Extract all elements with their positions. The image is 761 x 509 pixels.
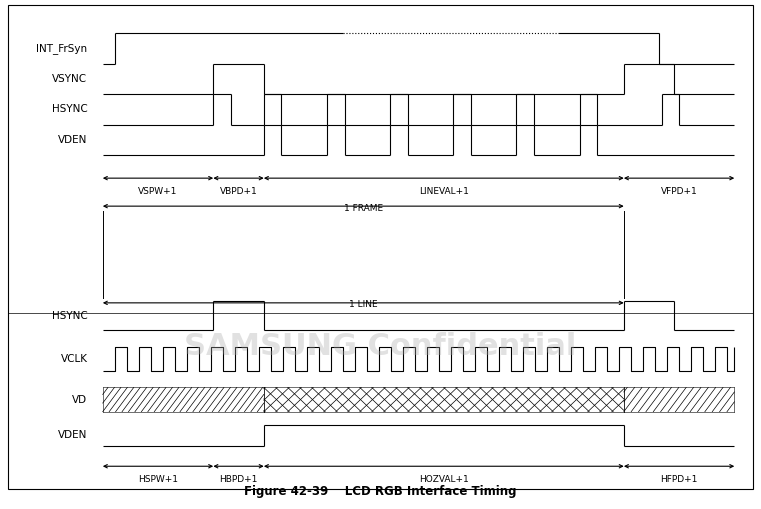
Text: VFPD+1: VFPD+1	[661, 187, 698, 196]
Text: HSPW+1: HSPW+1	[138, 475, 178, 485]
Text: VCLK: VCLK	[61, 354, 88, 364]
Text: HSYNC: HSYNC	[52, 310, 88, 321]
Text: HBPD+1: HBPD+1	[219, 475, 258, 485]
Text: VDEN: VDEN	[58, 430, 88, 440]
Text: HFPD+1: HFPD+1	[661, 475, 698, 485]
Text: VDEN: VDEN	[58, 135, 88, 145]
Text: INT_FrSyn: INT_FrSyn	[37, 43, 88, 54]
Text: VSPW+1: VSPW+1	[139, 187, 177, 196]
Text: LINEVAL+1: LINEVAL+1	[419, 187, 469, 196]
Text: Figure 42-39    LCD RGB Interface Timing: Figure 42-39 LCD RGB Interface Timing	[244, 485, 517, 498]
Text: SAMSUNG Confidential: SAMSUNG Confidential	[184, 332, 577, 360]
Text: VSYNC: VSYNC	[53, 74, 88, 84]
Text: 1 FRAME: 1 FRAME	[344, 204, 383, 213]
Text: HOZVAL+1: HOZVAL+1	[419, 475, 469, 485]
Text: 1 LINE: 1 LINE	[349, 300, 377, 309]
Text: HSYNC: HSYNC	[52, 104, 88, 115]
Text: VBPD+1: VBPD+1	[220, 187, 257, 196]
Text: VD: VD	[72, 394, 88, 405]
